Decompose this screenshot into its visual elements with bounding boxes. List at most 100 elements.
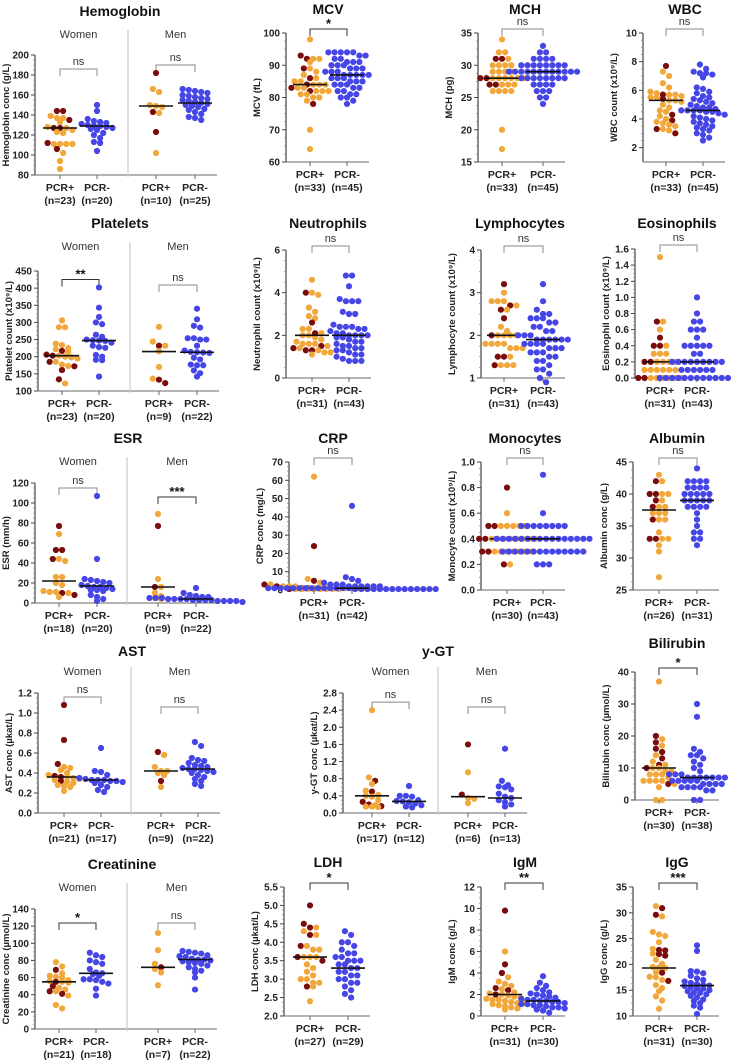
y-tick-label: 350 — [15, 301, 32, 312]
data-point — [351, 950, 358, 957]
data-point — [297, 91, 304, 98]
data-point — [302, 585, 309, 592]
y-tick-label: 4 — [274, 288, 280, 299]
data-point — [354, 972, 361, 979]
x-category-label: PCR+ — [493, 597, 521, 609]
data-point — [501, 793, 509, 800]
significance-label: ns — [679, 16, 691, 28]
data-point — [507, 353, 514, 360]
data-point — [303, 968, 310, 975]
data-point — [58, 317, 66, 324]
data-point — [350, 49, 357, 56]
data-point — [40, 587, 47, 595]
data-point — [52, 346, 59, 353]
y-tick-label: 30 — [616, 908, 628, 919]
x-category-label: PCR- — [530, 1023, 556, 1035]
data-point — [696, 97, 704, 104]
data-point — [149, 338, 156, 345]
data-point — [161, 751, 168, 759]
data-point — [649, 950, 656, 957]
data-point — [580, 548, 587, 555]
x-category-label: PCR+ — [145, 398, 173, 410]
data-point — [348, 987, 355, 994]
group-pcr-positive: PCR+(n=6) — [451, 741, 485, 845]
data-point — [352, 310, 359, 318]
x-sample-size-label: (n=23) — [46, 411, 77, 423]
data-point — [706, 88, 713, 95]
y-tick-label: 40 — [18, 990, 30, 1001]
data-point — [239, 598, 246, 606]
data-point — [672, 123, 679, 130]
group-pcr-negative: PCR-(n=30) — [680, 942, 714, 1048]
y-tick-label: 0.0 — [18, 809, 32, 820]
data-point — [201, 105, 208, 113]
data-point — [109, 585, 116, 593]
data-point — [690, 535, 698, 542]
data-point — [700, 374, 707, 382]
data-point — [353, 91, 360, 98]
data-point — [687, 374, 694, 382]
data-point — [660, 318, 667, 325]
data-point — [297, 976, 304, 983]
x-sample-size-label: (n=7) — [145, 1049, 170, 1061]
data-point — [337, 55, 344, 62]
x-sample-size-label: (n=26) — [643, 610, 674, 622]
panel-label: Women — [59, 882, 97, 894]
data-point — [533, 1006, 540, 1013]
data-point — [500, 340, 508, 347]
y-tick-label: 10 — [272, 567, 284, 578]
data-point — [715, 774, 722, 781]
data-point — [555, 998, 562, 1006]
x-category-label: PCR+ — [645, 1023, 673, 1035]
data-point — [700, 326, 707, 333]
data-point — [561, 522, 568, 530]
data-point — [647, 374, 654, 382]
data-point — [721, 774, 729, 781]
data-point — [299, 325, 306, 333]
data-point — [335, 968, 342, 975]
data-point — [193, 316, 201, 323]
data-point — [113, 777, 120, 785]
data-point — [558, 345, 565, 352]
group-pcr-positive: PCR+(n=31) — [290, 276, 334, 410]
data-point — [60, 701, 68, 709]
y-axis-label: Monocyte count (x10⁹/L) — [447, 471, 458, 582]
data-point — [662, 374, 670, 382]
chart-title: Albumin — [649, 430, 705, 446]
data-point — [666, 104, 673, 111]
data-point — [539, 357, 547, 365]
data-point — [190, 354, 197, 361]
data-point — [300, 920, 307, 927]
data-point — [303, 91, 310, 98]
data-point — [669, 117, 676, 124]
data-point — [464, 741, 472, 748]
data-point — [352, 357, 359, 365]
data-point — [364, 332, 371, 339]
data-point — [319, 957, 326, 964]
data-point — [501, 803, 509, 810]
data-point — [495, 87, 502, 95]
data-point — [162, 380, 169, 387]
y-tick-label: 1.0 — [18, 709, 32, 720]
data-point — [681, 777, 688, 784]
data-point — [543, 81, 550, 88]
y-tick-label: 200 — [15, 352, 32, 363]
data-point — [90, 138, 97, 146]
data-point — [152, 594, 159, 602]
panel-women: Women**PCR+(n=23)PCR-(n=20) — [43, 241, 116, 423]
x-category-label: PCR+ — [358, 820, 386, 832]
data-point — [87, 125, 94, 133]
data-point — [656, 113, 663, 120]
data-point — [543, 982, 550, 990]
data-point — [498, 55, 506, 62]
data-point — [155, 376, 163, 383]
data-point — [555, 522, 562, 530]
data-point — [662, 952, 669, 959]
significance-bracket — [371, 701, 410, 710]
data-point — [297, 52, 304, 59]
data-point — [561, 68, 568, 75]
y-tick-label: 35 — [616, 883, 628, 894]
data-point — [65, 362, 72, 370]
y-axis-label: CRP conc (mg/L) — [255, 488, 266, 564]
data-point — [709, 117, 716, 124]
